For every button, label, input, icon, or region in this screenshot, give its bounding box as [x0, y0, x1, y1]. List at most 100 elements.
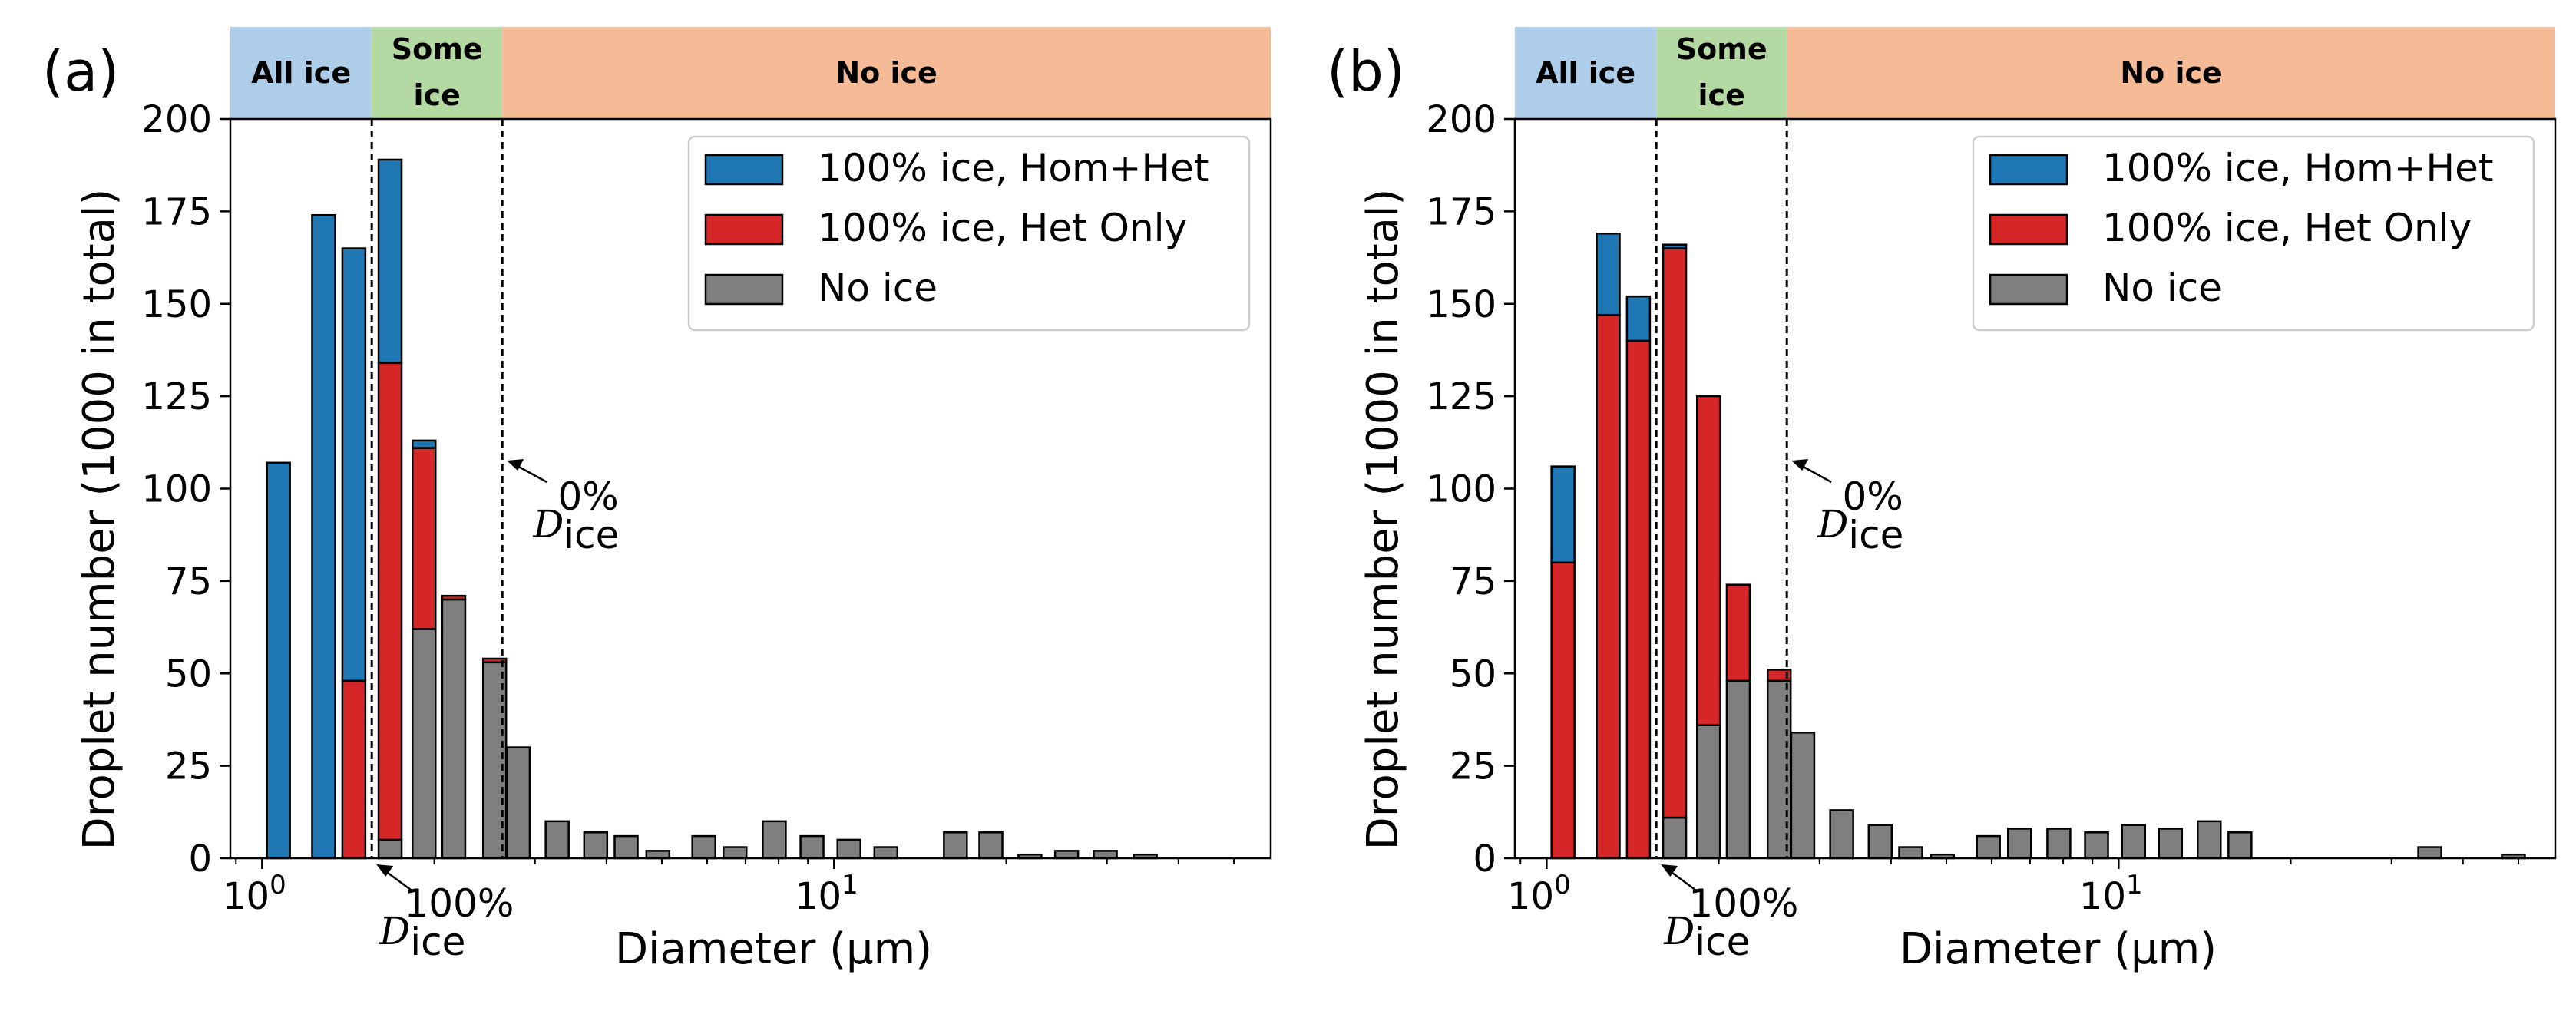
bar-no-ice: [762, 820, 787, 860]
bar-hom-het: [411, 439, 437, 449]
threshold-label: Dice100%: [379, 881, 514, 964]
bar-no-ice: [583, 831, 609, 860]
bar-het-only: [441, 594, 467, 601]
bar-no-ice: [2046, 828, 2072, 860]
y-tick-label: 100: [1426, 468, 1496, 511]
legend-swatch: [1989, 213, 2068, 246]
threshold-label-superscript: 0%: [1842, 474, 1903, 519]
bar-no-ice: [1829, 809, 1854, 860]
x-tick-label-exponent: 0: [270, 870, 286, 900]
legend: 100% ice, Hom+Het 100% ice, Het Only No ic…: [687, 135, 1251, 332]
legend-item-label: 100% ice, Hom+Het: [2102, 146, 2494, 190]
legend-item-label: No ice: [2102, 266, 2222, 310]
y-tick-label: 200: [141, 98, 212, 141]
y-tick-label: 100: [141, 468, 212, 511]
regime-band: [502, 27, 1271, 119]
bar-no-ice: [377, 838, 403, 860]
regime-band: [372, 27, 503, 119]
bar-het-only: [1725, 583, 1751, 682]
bar-no-ice: [481, 661, 508, 860]
x-tick-label-exponent: 0: [1554, 870, 1571, 900]
bar-no-ice: [836, 838, 862, 860]
bar-no-ice: [1093, 850, 1118, 860]
panel-label: (b): [1327, 39, 1405, 104]
legend-item-label: 100% ice, Het Only: [818, 206, 1187, 250]
bar-no-ice: [2006, 828, 2032, 860]
x-tick-label: 101: [2079, 870, 2143, 918]
bar-het-only: [1695, 395, 1721, 726]
legend-item-label: 100% ice, Het Only: [2102, 206, 2472, 250]
bar-no-ice: [613, 834, 639, 860]
bar-no-ice: [873, 846, 899, 860]
threshold-label-symbol: D: [532, 502, 564, 547]
bar-het-only: [1625, 339, 1652, 860]
regime-band-label: No ice: [2120, 56, 2221, 90]
bar-no-ice: [1725, 679, 1751, 860]
bar-no-ice: [645, 850, 671, 860]
y-tick-label: 175: [141, 190, 212, 233]
bar-no-ice: [799, 834, 825, 860]
bar-het-only: [1662, 247, 1688, 819]
regime-band-label: ice: [414, 78, 461, 112]
bar-het-only: [1550, 561, 1576, 860]
bar-het-only: [377, 362, 403, 841]
y-tick-label: 0: [188, 838, 212, 880]
threshold-label-symbol: D: [1817, 502, 1848, 547]
bar-hom-het: [311, 213, 336, 860]
x-tick-label: 101: [795, 870, 858, 918]
x-tick-label-base: 10: [2079, 875, 2126, 918]
bar-no-ice: [1053, 850, 1080, 860]
y-tick-label: 150: [141, 283, 212, 326]
threshold-label: Dice0%: [1817, 474, 1903, 557]
y-tick-label: 75: [165, 560, 212, 603]
y-tick-label: 150: [1426, 283, 1496, 326]
regime-band: [1515, 27, 1657, 119]
bar-no-ice: [441, 598, 467, 860]
legend-frame: [687, 135, 1251, 332]
bar-het-only: [411, 447, 437, 630]
bar-hom-het: [1550, 465, 1576, 564]
legend: 100% ice, Hom+Het 100% ice, Het Only No ic…: [1972, 135, 2535, 332]
regime-band-label: Some: [1676, 32, 1767, 66]
x-tick-label: 100: [223, 870, 286, 918]
threshold-label-symbol: D: [1663, 909, 1695, 953]
legend-swatch: [704, 154, 784, 186]
bar-het-only: [1596, 313, 1621, 860]
bar-no-ice: [2227, 831, 2253, 860]
bar-hom-het: [266, 461, 291, 860]
threshold-label-subscript: ice: [410, 920, 465, 964]
bar-het-only: [1766, 669, 1792, 682]
y-tick-label: 50: [165, 653, 212, 695]
bar-no-ice: [411, 628, 437, 860]
regime-band: [230, 27, 372, 119]
y-tick-label: 175: [1426, 190, 1496, 233]
legend-frame: [1972, 135, 2535, 332]
y-axis-label: Droplet number (1000 in total): [74, 189, 124, 851]
bar-hom-het: [1625, 295, 1652, 342]
x-axis-label: Diameter (μm): [1900, 924, 2217, 974]
y-tick-label: 125: [141, 375, 212, 418]
bar-no-ice: [505, 746, 531, 860]
regime-band-label: All ice: [1536, 56, 1635, 90]
legend-swatch: [704, 273, 784, 306]
y-tick-label: 200: [1426, 98, 1496, 141]
legend-swatch: [1989, 273, 2068, 306]
y-tick-label: 125: [1426, 375, 1496, 418]
bar-hom-het: [377, 158, 403, 365]
bar-hom-het: [341, 247, 367, 682]
threshold-label-subscript: ice: [1695, 920, 1750, 964]
bar-no-ice: [1898, 846, 1923, 860]
y-tick-label: 25: [1450, 745, 1496, 788]
arrow-head: [1661, 864, 1678, 877]
bar-no-ice: [1662, 816, 1688, 860]
arrow-head: [1791, 459, 1809, 471]
y-tick-label: 50: [1450, 653, 1496, 695]
y-tick-label: 0: [1473, 838, 1496, 880]
bar-no-ice: [544, 820, 570, 860]
threshold-label-symbol: D: [379, 909, 410, 953]
x-tick-label-exponent: 1: [842, 870, 858, 900]
bar-no-ice: [1976, 834, 2001, 860]
